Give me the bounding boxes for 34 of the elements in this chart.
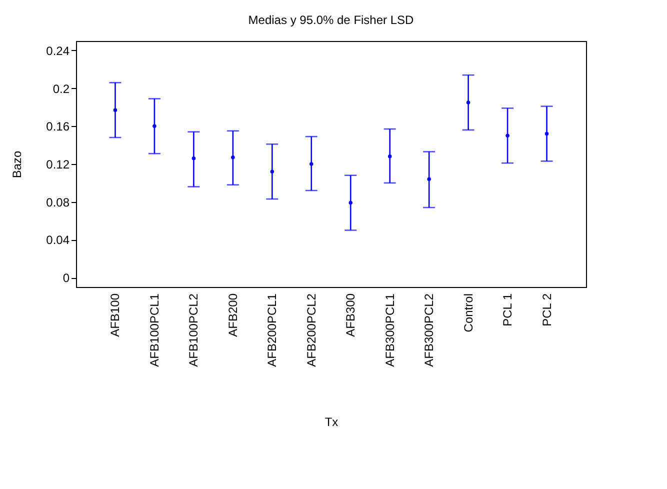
x-tick-label: AFB300 xyxy=(344,293,358,337)
point xyxy=(544,132,549,136)
y-axis-title: Bazo xyxy=(10,150,24,178)
point xyxy=(270,170,274,174)
point xyxy=(152,124,156,128)
point xyxy=(466,100,470,104)
x-tick-label: AFB200 xyxy=(226,293,240,337)
point xyxy=(192,156,196,160)
point xyxy=(388,154,392,158)
x-tick-label: PCL 1 xyxy=(500,293,515,326)
y-tick-label: 0 xyxy=(62,271,70,286)
x-tick-label: PCL 2 xyxy=(540,293,554,326)
x-tick-label: AFB100PCL2 xyxy=(186,293,201,367)
y-tick-label: 0.12 xyxy=(46,158,70,172)
x-axis-title: Tx xyxy=(324,414,338,429)
point xyxy=(348,200,352,205)
point xyxy=(310,162,314,166)
point xyxy=(427,177,431,182)
point xyxy=(506,134,510,138)
x-tick-label: AFB300PCL1 xyxy=(382,293,397,367)
y-tick-label: 0.04 xyxy=(46,233,70,248)
point xyxy=(231,156,235,160)
x-tick-label: AFB100PCL1 xyxy=(147,293,162,367)
x-tick-label: AFB100 xyxy=(108,293,122,337)
y-tick-label: 0.24 xyxy=(46,44,70,58)
x-tick-label: AFB200PCL1 xyxy=(265,293,280,367)
chart-title: Medias y 95.0% de Fisher LSD xyxy=(248,13,414,27)
y-tick-label: 0.16 xyxy=(46,120,70,134)
point xyxy=(113,108,118,112)
y-tick-label: 0.08 xyxy=(46,195,70,210)
x-tick-label: AFB200PCL2 xyxy=(304,293,318,367)
x-tick-label: AFB300PCL2 xyxy=(422,293,436,367)
x-tick-label: Control xyxy=(461,294,476,332)
y-tick-label: 0.2 xyxy=(52,82,70,96)
